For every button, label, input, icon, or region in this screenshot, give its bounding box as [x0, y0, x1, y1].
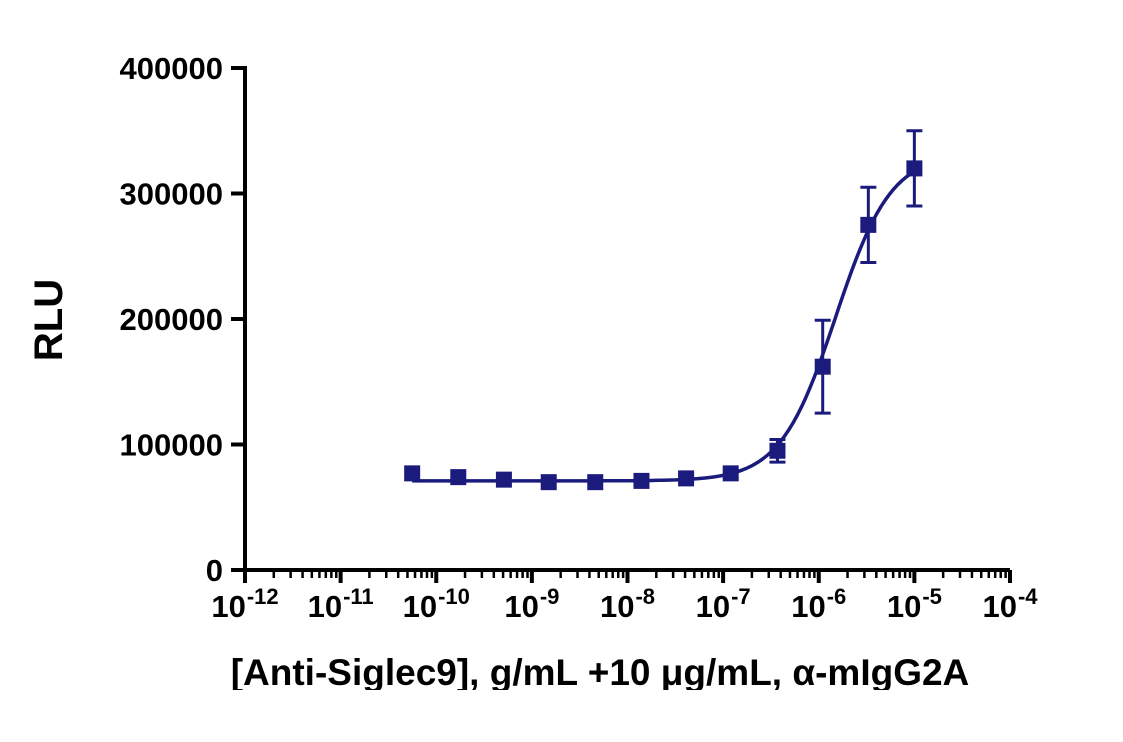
x-tick-label: 10-7	[696, 584, 751, 624]
data-point	[678, 470, 695, 487]
data-point	[814, 358, 831, 375]
data-point	[450, 469, 467, 486]
data-point	[769, 442, 786, 459]
data-points	[404, 160, 923, 491]
x-tick-label: 10-12	[211, 584, 278, 624]
fit-curve	[412, 169, 916, 483]
x-tick-label: 10-11	[308, 584, 374, 624]
data-point	[587, 474, 604, 491]
tick-labels: 0 100000 200000 300000 400000 10-12 10-11 10-10…	[120, 51, 1039, 624]
data-point	[633, 472, 650, 489]
x-tick-label: 10-10	[403, 584, 470, 624]
data-point	[906, 160, 923, 177]
x-tick-label: 10-4	[982, 584, 1038, 624]
x-tick-label: 10-9	[504, 584, 559, 624]
x-tick-label: 10-6	[791, 584, 846, 624]
data-point	[495, 471, 512, 488]
data-point	[540, 474, 557, 491]
y-tick-label: 100000	[120, 428, 223, 463]
y-tick-label: 400000	[120, 51, 223, 86]
y-axis-title: RLU	[27, 279, 71, 361]
data-point	[722, 465, 739, 482]
y-tick-label: 200000	[120, 302, 223, 337]
error-bars	[769, 129, 923, 464]
x-axis-title-container: [Anti-Siglec9], g/mL +10 μg/mL, α-mIgG2A	[120, 652, 1080, 690]
axes	[243, 66, 1010, 572]
tick-marks	[231, 66, 1012, 583]
y-tick-label: 0	[206, 553, 223, 588]
data-point	[404, 465, 421, 482]
data-point	[860, 216, 877, 233]
x-axis-title: [Anti-Siglec9], g/mL +10 μg/mL, α-mIgG2A	[230, 652, 970, 690]
x-tick-label: 10-8	[600, 584, 655, 624]
x-tick-label: 10-5	[887, 584, 942, 624]
y-tick-label: 300000	[120, 177, 223, 212]
